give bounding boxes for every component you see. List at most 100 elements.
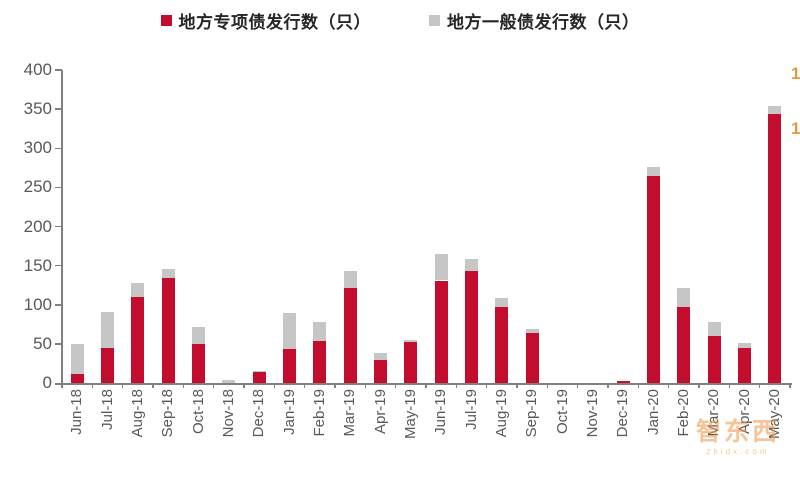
legend-item-general: 地方一般债发行数（只） (429, 8, 640, 33)
x-axis-tick (789, 383, 791, 388)
x-axis-label: Nov-18 (219, 389, 237, 438)
x-axis-label: May-20 (765, 389, 783, 440)
legend-item-special: 地方专项债发行数（只） (160, 8, 372, 33)
y-axis-tick (55, 343, 62, 345)
legend-label-general: 地方一般债发行数（只） (447, 13, 640, 32)
x-axis-label: Jul-18 (98, 389, 116, 430)
x-axis-tick (698, 383, 700, 388)
x-axis-tick (516, 383, 518, 388)
bar-special-Aug-18 (131, 296, 145, 383)
x-axis-tick (61, 383, 63, 388)
bar-general-Jul-19 (465, 259, 478, 272)
bar-special-Jun-19 (434, 280, 448, 383)
y-axis-tick (55, 304, 62, 306)
x-axis-label: Jan-20 (644, 389, 662, 435)
bar-special-Jun-18 (70, 373, 84, 383)
x-axis-label: Dec-19 (614, 389, 632, 438)
x-axis-tick (303, 383, 306, 388)
x-axis-label: Feb-19 (310, 389, 328, 437)
x-axis-tick (121, 383, 124, 388)
y-axis-tick (55, 69, 62, 71)
y-axis-tick (55, 147, 62, 149)
legend: 地方专项债发行数（只） 地方一般债发行数（只） (0, 8, 800, 33)
bar-general-Nov-18 (222, 379, 236, 383)
bar-general-May-20 (768, 106, 782, 114)
legend-swatch-special-icon (160, 15, 172, 26)
bar-general-Mar-19 (343, 271, 357, 289)
x-axis-label: Oct-18 (189, 389, 207, 435)
x-axis-tick (91, 383, 94, 388)
bar-special-Sep-19 (525, 332, 539, 383)
bar-general-Jul-18 (101, 311, 114, 348)
bar-special-Apr-20 (738, 347, 751, 383)
bar-general-Sep-19 (525, 329, 539, 333)
secondary-axis-label: 1 (791, 119, 800, 138)
x-axis-tick (607, 383, 609, 388)
x-axis-label: Aug-19 (492, 389, 510, 438)
y-axis-tick (55, 108, 62, 110)
bar-general-Jun-19 (434, 253, 448, 281)
x-axis-tick (546, 383, 549, 388)
x-axis-label: Apr-20 (735, 389, 753, 435)
x-axis-tick (576, 383, 579, 388)
x-axis-tick (182, 383, 185, 388)
bar-special-Jan-19 (283, 348, 296, 383)
bar-special-May-19 (404, 342, 418, 383)
bar-general-May-19 (404, 340, 418, 343)
x-axis-tick (758, 383, 761, 388)
y-axis-label: 300 (23, 138, 52, 158)
x-axis-tick (728, 383, 731, 388)
x-axis-tick (394, 383, 397, 388)
x-axis-label: Dec-18 (250, 389, 268, 438)
secondary-axis-label: 1 (791, 64, 800, 83)
x-axis-label: May-19 (401, 389, 419, 440)
y-axis-label: 0 (42, 373, 52, 392)
x-axis-tick (455, 383, 458, 388)
y-axis-label: 250 (23, 177, 52, 197)
bar-special-Jul-19 (465, 271, 478, 383)
x-axis-tick (425, 383, 427, 388)
y-axis-tick (55, 186, 62, 189)
bar-special-Sep-18 (161, 278, 175, 383)
y-axis-tick (55, 225, 62, 228)
x-axis-line (55, 383, 792, 385)
x-axis-label: Nov-19 (583, 389, 601, 438)
bar-special-Jul-18 (101, 347, 114, 383)
bar-general-Aug-18 (131, 282, 145, 297)
legend-label-special: 地方专项债发行数（只） (178, 13, 371, 32)
bar-general-Dec-18 (252, 370, 266, 373)
bar-general-Sep-18 (161, 268, 175, 279)
x-axis-label: Aug-18 (128, 389, 146, 438)
bar-general-Oct-18 (192, 327, 205, 344)
bar-special-Apr-19 (374, 359, 387, 383)
x-axis-label: Sep-19 (523, 389, 541, 438)
x-axis-tick (667, 383, 670, 388)
bar-special-Feb-20 (677, 307, 691, 383)
x-axis-label: Mar-20 (705, 389, 723, 437)
x-axis-tick (485, 383, 488, 388)
x-axis-label: Jun-19 (432, 389, 450, 435)
x-axis-tick (152, 383, 154, 388)
x-axis-label: Sep-18 (159, 389, 177, 438)
x-axis-tick (637, 383, 640, 388)
bar-special-Feb-19 (313, 340, 327, 383)
bar-special-Mar-20 (707, 336, 721, 383)
bar-general-Feb-20 (677, 288, 691, 308)
bar-general-Jan-20 (647, 167, 660, 177)
x-axis-label: Mar-19 (341, 389, 359, 437)
bar-general-Feb-19 (313, 322, 327, 341)
x-axis-label: Jul-19 (462, 389, 480, 430)
y-axis-label: 350 (23, 99, 52, 119)
x-axis-tick (334, 383, 336, 388)
bar-general-Jan-19 (283, 313, 296, 349)
bar-special-Oct-18 (192, 343, 205, 383)
y-axis-label: 50 (33, 333, 52, 353)
y-axis-tick (55, 264, 62, 267)
bar-general-Mar-20 (707, 322, 721, 337)
x-axis-tick (364, 383, 367, 388)
bar-special-Aug-19 (495, 307, 509, 383)
bar-special-May-20 (768, 113, 782, 383)
x-axis-tick (273, 383, 276, 388)
x-axis-tick (243, 383, 245, 388)
